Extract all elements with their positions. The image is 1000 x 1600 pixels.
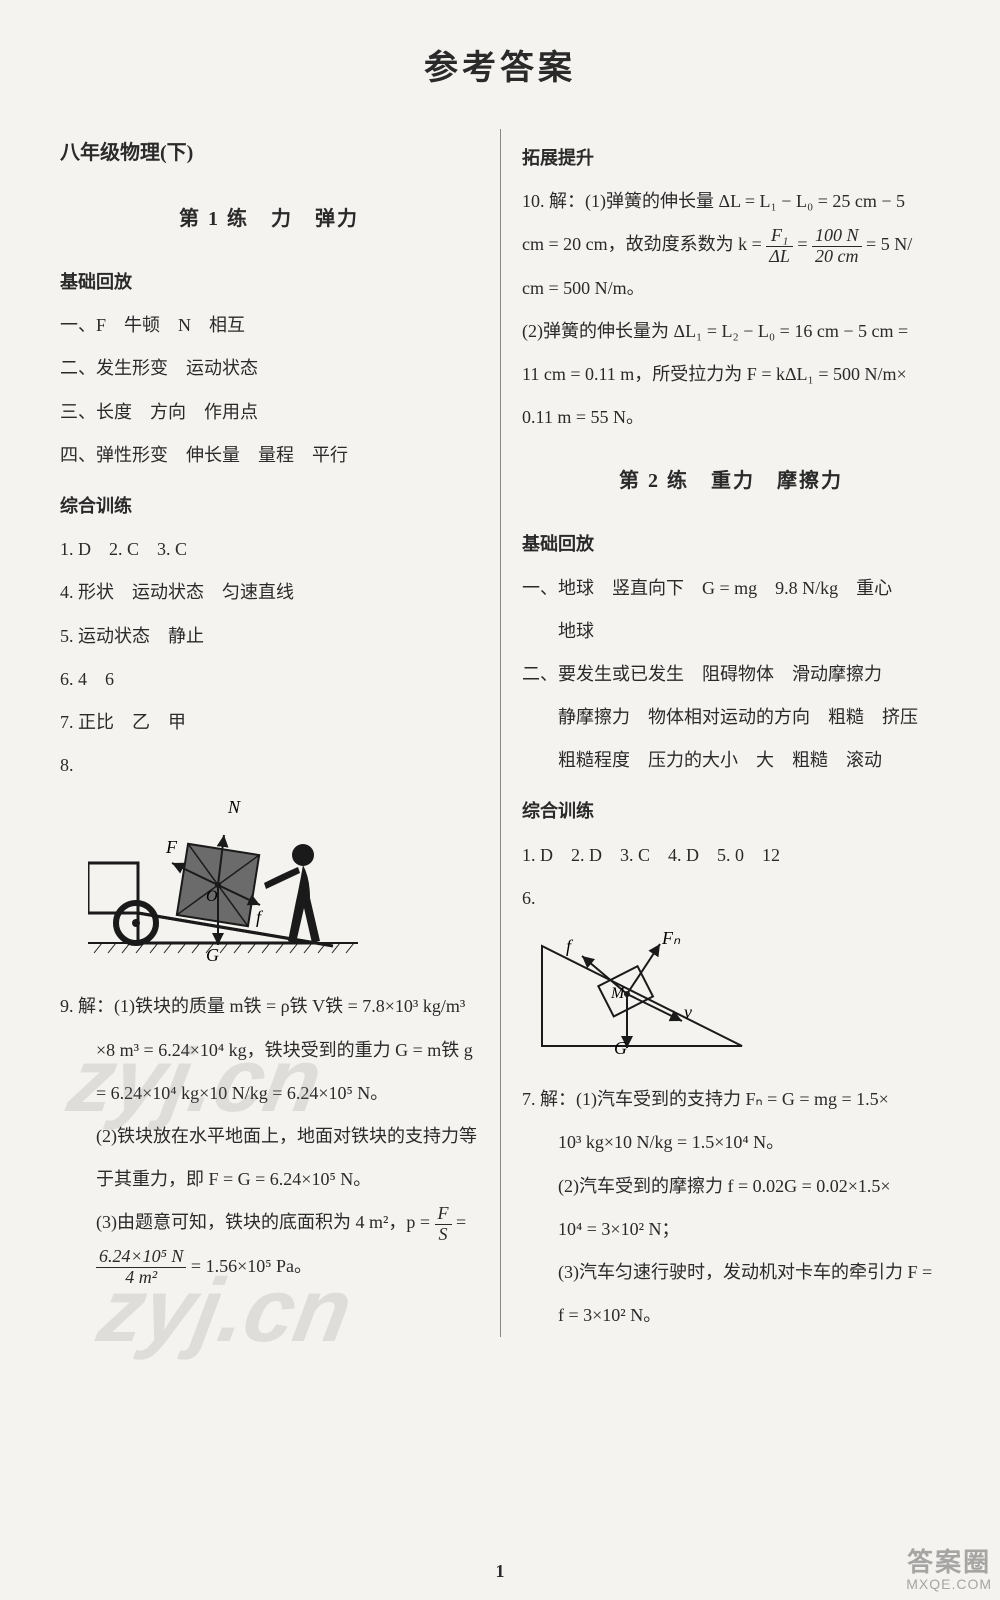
solution-line: ×8 m³ = 6.24×10⁴ kg，铁块受到的重力 G = m铁 g bbox=[60, 1029, 478, 1072]
page-number: 1 bbox=[0, 1561, 1000, 1582]
text: = 5 N/ bbox=[866, 234, 912, 254]
solution-line: (2)汽车受到的摩擦力 f = 0.02G = 0.02×1.5× bbox=[522, 1165, 940, 1208]
brand-url: MXQE.COM bbox=[906, 1577, 992, 1592]
answer-line: 1. D 2. D 3. C 4. D 5. 0 12 bbox=[522, 834, 940, 877]
text-line: 三、长度 方向 作用点 bbox=[60, 391, 478, 434]
label-f: f bbox=[256, 907, 264, 927]
answer-line: 6. bbox=[522, 877, 940, 920]
text-line: 四、弹性形变 伸长量 量程 平行 bbox=[60, 434, 478, 477]
label-M: M bbox=[610, 985, 626, 1002]
label-G: G bbox=[206, 945, 219, 963]
grade-heading: 八年级物理(下) bbox=[60, 129, 478, 177]
solution-line: 10⁴ = 3×10² N； bbox=[522, 1208, 940, 1251]
left-column: 八年级物理(下) 第 1 练 力 弹力 基础回放 一、F 牛顿 N 相互 二、发… bbox=[60, 129, 500, 1337]
text: cm = 20 cm，故劲度系数为 k = bbox=[522, 234, 766, 254]
text-line: 地球 bbox=[522, 610, 940, 653]
text-line: 二、发生形变 运动状态 bbox=[60, 347, 478, 390]
solution-line: 0.11 m = 55 N。 bbox=[522, 396, 940, 439]
label-F: F bbox=[165, 837, 178, 857]
solution-line: = 6.24×10⁴ kg×10 N/kg = 6.24×10⁵ N。 bbox=[60, 1072, 478, 1115]
solution-line: 11 cm = 0.11 m，所受拉力为 F = kΔL₁ = 500 N/m× bbox=[522, 353, 940, 396]
solution-line: cm = 20 cm，故劲度系数为 k = F₁ ΔL = 100 N 20 c… bbox=[522, 223, 940, 266]
text-line: 一、地球 竖直向下 G = mg 9.8 N/kg 重心 bbox=[522, 567, 940, 610]
section-basics: 基础回放 bbox=[522, 523, 940, 566]
text: = bbox=[797, 234, 812, 254]
text: = bbox=[456, 1212, 466, 1232]
label-O: O bbox=[206, 888, 218, 905]
brand-name: 答案圈 bbox=[906, 1548, 992, 1577]
fraction: F₁ ΔL bbox=[766, 226, 793, 267]
solution-line: (2)铁块放在水平地面上，地面对铁块的支持力等 bbox=[60, 1115, 478, 1158]
section-practice: 综合训练 bbox=[60, 485, 478, 528]
solution-line: 10. 解：(1)弹簧的伸长量 ΔL = L₁ − L₀ = 25 cm − 5 bbox=[522, 180, 940, 223]
answer-line: 4. 形状 运动状态 匀速直线 bbox=[60, 571, 478, 614]
numerator: F₁ bbox=[766, 226, 793, 247]
solution-line: 9. 解：(1)铁块的质量 m铁 = ρ铁 V铁 = 7.8×10³ kg/m³ bbox=[60, 985, 478, 1028]
answer-line: 6. 4 6 bbox=[60, 658, 478, 701]
fraction: 6.24×10⁵ N 4 m² bbox=[96, 1247, 186, 1288]
label-N: N bbox=[227, 797, 241, 817]
lesson-1-heading: 第 1 练 力 弹力 bbox=[60, 195, 478, 243]
solution-line: 6.24×10⁵ N 4 m² = 1.56×10⁵ Pa。 bbox=[60, 1245, 478, 1288]
text-line: 静摩擦力 物体相对运动的方向 粗糙 挤压 bbox=[522, 696, 940, 739]
figure-cart-ramp: N F O f G bbox=[88, 793, 478, 979]
fraction: 100 N 20 cm bbox=[812, 226, 862, 267]
solution-line: (3)汽车匀速行驶时，发动机对卡车的牵引力 F = bbox=[522, 1251, 940, 1294]
corner-brand: 答案圈 MXQE.COM bbox=[906, 1548, 992, 1592]
numerator: F bbox=[435, 1204, 452, 1225]
section-basics: 基础回放 bbox=[60, 261, 478, 304]
answer-line: 8. bbox=[60, 744, 478, 787]
section-practice: 综合训练 bbox=[522, 790, 940, 833]
solution-line: 7. 解：(1)汽车受到的支持力 Fₙ = G = mg = 1.5× bbox=[522, 1078, 940, 1121]
label-FN: Fₙ bbox=[661, 928, 681, 948]
denominator: 20 cm bbox=[812, 247, 862, 267]
text-line: 一、F 牛顿 N 相互 bbox=[60, 304, 478, 347]
solution-line: (2)弹簧的伸长量为 ΔL₁ = L₂ − L₀ = 16 cm − 5 cm … bbox=[522, 310, 940, 353]
section-extension: 拓展提升 bbox=[522, 137, 940, 180]
label-v: v bbox=[684, 1002, 692, 1022]
answer-line: 5. 运动状态 静止 bbox=[60, 615, 478, 658]
numerator: 6.24×10⁵ N bbox=[96, 1247, 186, 1268]
denominator: 4 m² bbox=[96, 1268, 186, 1288]
page-title: 参考答案 bbox=[60, 40, 940, 89]
column-divider bbox=[500, 129, 501, 1337]
label-G: G bbox=[614, 1038, 627, 1056]
solution-line: 于其重力，即 F = G = 6.24×10⁵ N。 bbox=[60, 1158, 478, 1201]
numerator: 100 N bbox=[812, 226, 862, 247]
two-column-layout: 八年级物理(下) 第 1 练 力 弹力 基础回放 一、F 牛顿 N 相互 二、发… bbox=[60, 129, 940, 1337]
denominator: S bbox=[435, 1225, 452, 1245]
right-column: 拓展提升 10. 解：(1)弹簧的伸长量 ΔL = L₁ − L₀ = 25 c… bbox=[500, 129, 940, 1337]
answer-line: 1. D 2. C 3. C bbox=[60, 528, 478, 571]
label-f: f bbox=[566, 936, 574, 956]
figure-incline: f Fₙ M v G bbox=[532, 926, 940, 1072]
answer-line: 7. 正比 乙 甲 bbox=[60, 701, 478, 744]
text: = 1.56×10⁵ Pa。 bbox=[191, 1256, 312, 1276]
text-line: 二、要发生或已发生 阻碍物体 滑动摩擦力 bbox=[522, 653, 940, 696]
fraction: F S bbox=[435, 1204, 452, 1245]
text: (3)由题意可知，铁块的底面积为 4 m²，p = bbox=[96, 1212, 435, 1232]
solution-line: f = 3×10² N。 bbox=[522, 1294, 940, 1337]
solution-line: (3)由题意可知，铁块的底面积为 4 m²，p = F S = bbox=[60, 1201, 478, 1244]
lesson-2-heading: 第 2 练 重力 摩擦力 bbox=[522, 457, 940, 505]
denominator: ΔL bbox=[766, 247, 793, 267]
solution-line: 10³ kg×10 N/kg = 1.5×10⁴ N。 bbox=[522, 1121, 940, 1164]
text-line: 粗糙程度 压力的大小 大 粗糙 滚动 bbox=[522, 739, 940, 782]
solution-line: cm = 500 N/m。 bbox=[522, 267, 940, 310]
